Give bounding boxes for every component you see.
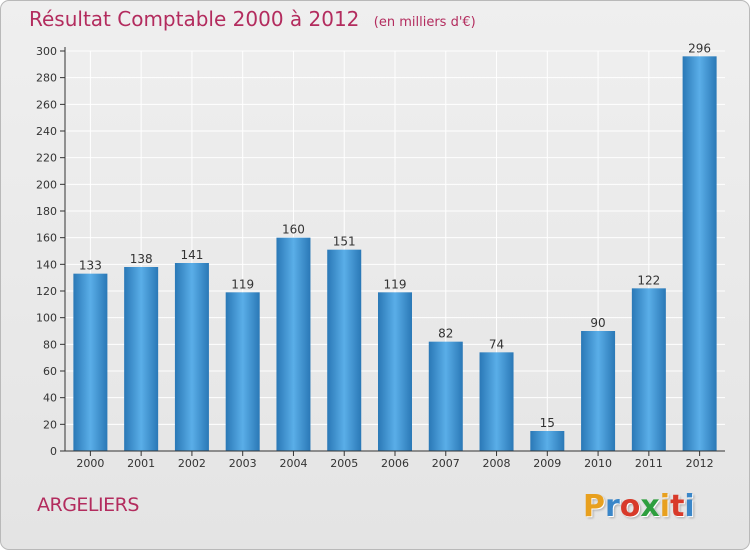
bar-2002 [174, 263, 209, 451]
y-tick-label: 280 [36, 72, 57, 85]
y-tick-label: 240 [36, 125, 57, 138]
bars [73, 56, 717, 451]
bar-2001 [124, 267, 159, 451]
labels: 0 20 40 60 80 100 120 140 160 180 200 220 240 260 280 3… [36, 41, 714, 470]
y-tick-label: 160 [36, 232, 57, 245]
x-tick-label: 2012 [686, 457, 714, 470]
bar-2003 [225, 292, 260, 451]
y-tick-label: 200 [36, 178, 57, 191]
bar-2005 [327, 249, 362, 451]
bar-2006 [378, 292, 412, 451]
bar-value-label: 138 [130, 252, 153, 266]
y-tick-label: 40 [43, 392, 57, 405]
bar-2009 [530, 431, 565, 451]
x-tick-label: 2001 [127, 457, 155, 470]
bar-value-label: 15 [540, 416, 555, 430]
y-tick-label: 260 [36, 98, 57, 111]
y-tick-label: 220 [36, 152, 57, 165]
x-tick-label: 2000 [76, 457, 104, 470]
bar-value-label: 160 [282, 223, 305, 237]
y-tick-label: 140 [36, 258, 57, 271]
x-tick-label: 2008 [483, 457, 511, 470]
bar-2012 [682, 56, 717, 451]
logo-letter: i [684, 489, 695, 524]
x-tick-label: 2007 [432, 457, 460, 470]
y-tick-label: 20 [43, 418, 57, 431]
bar-value-label: 141 [180, 248, 203, 262]
bar-value-label: 296 [688, 41, 711, 55]
bar-value-label: 82 [438, 327, 453, 341]
bar-2007 [428, 341, 463, 451]
y-tick-label: 0 [50, 445, 57, 458]
bar-2011 [631, 288, 666, 451]
x-tick-label: 2005 [330, 457, 358, 470]
x-tick-label: 2004 [279, 457, 307, 470]
logo-letter: P [583, 489, 605, 524]
chart-title-unit: (en milliers d'€) [373, 15, 476, 30]
bar-2010 [581, 331, 616, 451]
bar-value-label: 119 [231, 277, 254, 291]
bar-2000 [73, 273, 108, 451]
bar-value-label: 119 [384, 277, 407, 291]
y-tick-label: 120 [36, 285, 57, 298]
y-tick-label: 100 [36, 312, 57, 325]
bar-value-label: 90 [590, 316, 605, 330]
bar-value-label: 151 [333, 235, 356, 249]
chart-title: Résultat Comptable 2000 à 2012 (en milli… [29, 7, 476, 31]
logo-letter: t [670, 489, 685, 524]
chart-title-main: Résultat Comptable 2000 à 2012 [29, 7, 360, 31]
x-tick-label: 2011 [635, 457, 663, 470]
logo-letter: r [605, 489, 620, 524]
x-tick-label: 2002 [178, 457, 206, 470]
y-tick-label: 60 [43, 365, 57, 378]
bar-2004 [276, 237, 311, 451]
x-tick-label: 2010 [584, 457, 612, 470]
x-tick-label: 2006 [381, 457, 409, 470]
y-tick-label: 80 [43, 338, 57, 351]
proxiti-logo: Proxiti [583, 489, 695, 524]
y-tick-label: 300 [36, 45, 57, 58]
y-tick-label: 180 [36, 205, 57, 218]
axes [60, 47, 725, 456]
logo-letter: x [640, 489, 660, 524]
logo-letter: i [659, 489, 671, 524]
x-tick-label: 2003 [229, 457, 257, 470]
commune-name: ARGELIERS [37, 494, 139, 516]
bar-2008 [479, 352, 514, 451]
logo-letter: o [619, 489, 641, 524]
bar-value-label: 74 [489, 337, 504, 351]
x-tick-label: 2009 [533, 457, 561, 470]
bar-value-label: 133 [79, 259, 102, 273]
bar-value-label: 122 [637, 273, 660, 287]
